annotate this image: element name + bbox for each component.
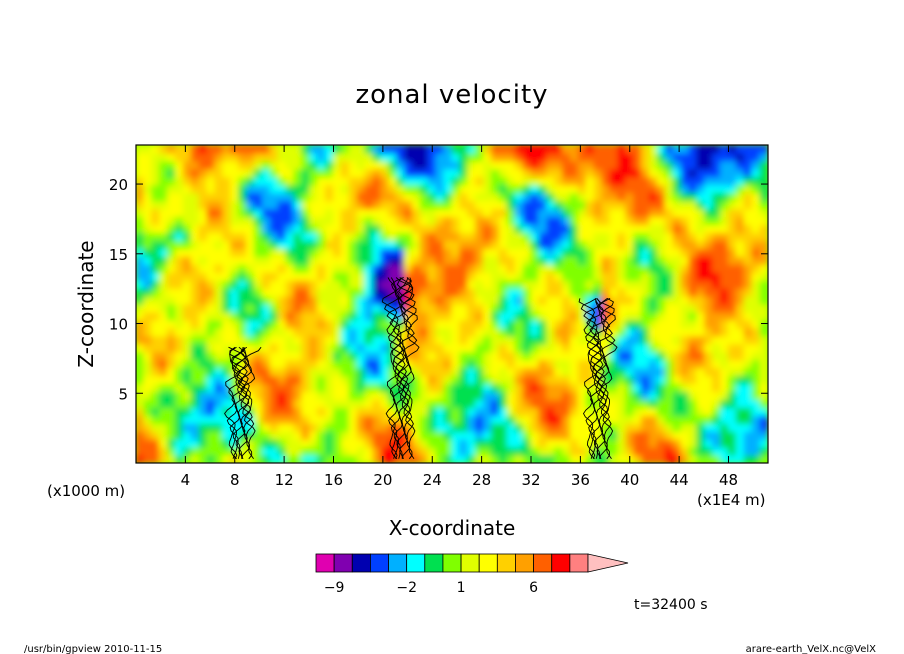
colorbar-extension (587, 553, 629, 573)
plot-frame (135, 144, 769, 464)
footer-left: /usr/bin/gpview 2010-11-15 (24, 644, 162, 654)
x-axis-label: X-coordinate (389, 516, 516, 540)
colorbar-swatch (315, 553, 335, 573)
colorbar-swatch (369, 553, 389, 573)
x-tick-label: 20 (373, 471, 392, 489)
x-tick-label: 40 (620, 471, 639, 489)
x-tick-label: 12 (275, 471, 294, 489)
y-tick-label: 20 (109, 176, 128, 194)
colorbar-swatch (496, 553, 516, 573)
colorbar-swatch (569, 553, 589, 573)
x-tick-label: 32 (521, 471, 540, 489)
x-unit-label: (x1000 m) (47, 482, 125, 500)
colorbar: −9 −2 1 6 (315, 553, 629, 596)
plume-3 (578, 298, 618, 460)
colorbar-swatch (406, 553, 426, 573)
colorbar-swatch (388, 553, 408, 573)
y-unit-label: (x1E4 m) (697, 491, 766, 509)
plot-area (135, 144, 769, 464)
x-tick-label: 16 (324, 471, 343, 489)
x-tick-label: 28 (472, 471, 491, 489)
colorbar-swatch (460, 553, 480, 573)
colorbar-swatch (442, 553, 462, 573)
colorbar-label: 6 (529, 580, 538, 596)
heatmap-field (136, 145, 768, 463)
x-axis: 4 8 12 16 20 24 28 32 36 40 44 48 (181, 145, 738, 489)
colorbar-swatch (424, 553, 444, 573)
x-tick-label: 44 (670, 471, 689, 489)
colorbar-swatch (515, 553, 535, 573)
colorbar-swatch (333, 553, 353, 573)
colorbar-label: −9 (324, 580, 345, 596)
colorbar-swatch (551, 553, 571, 573)
colorbar-label: −2 (396, 580, 417, 596)
plume-1 (224, 346, 262, 460)
footer-right: arare-earth_VelX.nc@VelX (746, 644, 877, 654)
colorbar-swatch (478, 553, 498, 573)
chart-title: zonal velocity (355, 80, 548, 110)
x-tick-label: 36 (571, 471, 590, 489)
y-axis-label: Z-coordinate (74, 240, 98, 367)
time-label: t=32400 s (634, 597, 708, 613)
x-tick-label: 24 (423, 471, 442, 489)
y-tick-label: 15 (109, 246, 128, 264)
colorbar-label: 1 (457, 580, 466, 596)
y-tick-label: 10 (109, 316, 128, 334)
colorbar-swatch (533, 553, 553, 573)
x-tick-label: 4 (181, 471, 191, 489)
convective-plumes (224, 277, 618, 460)
y-tick-label: 5 (118, 385, 128, 403)
x-tick-label: 8 (230, 471, 240, 489)
colorbar-swatch (351, 553, 371, 573)
y-axis: 5 10 15 20 (109, 176, 768, 403)
plume-2 (381, 277, 420, 460)
x-tick-label: 48 (719, 471, 738, 489)
